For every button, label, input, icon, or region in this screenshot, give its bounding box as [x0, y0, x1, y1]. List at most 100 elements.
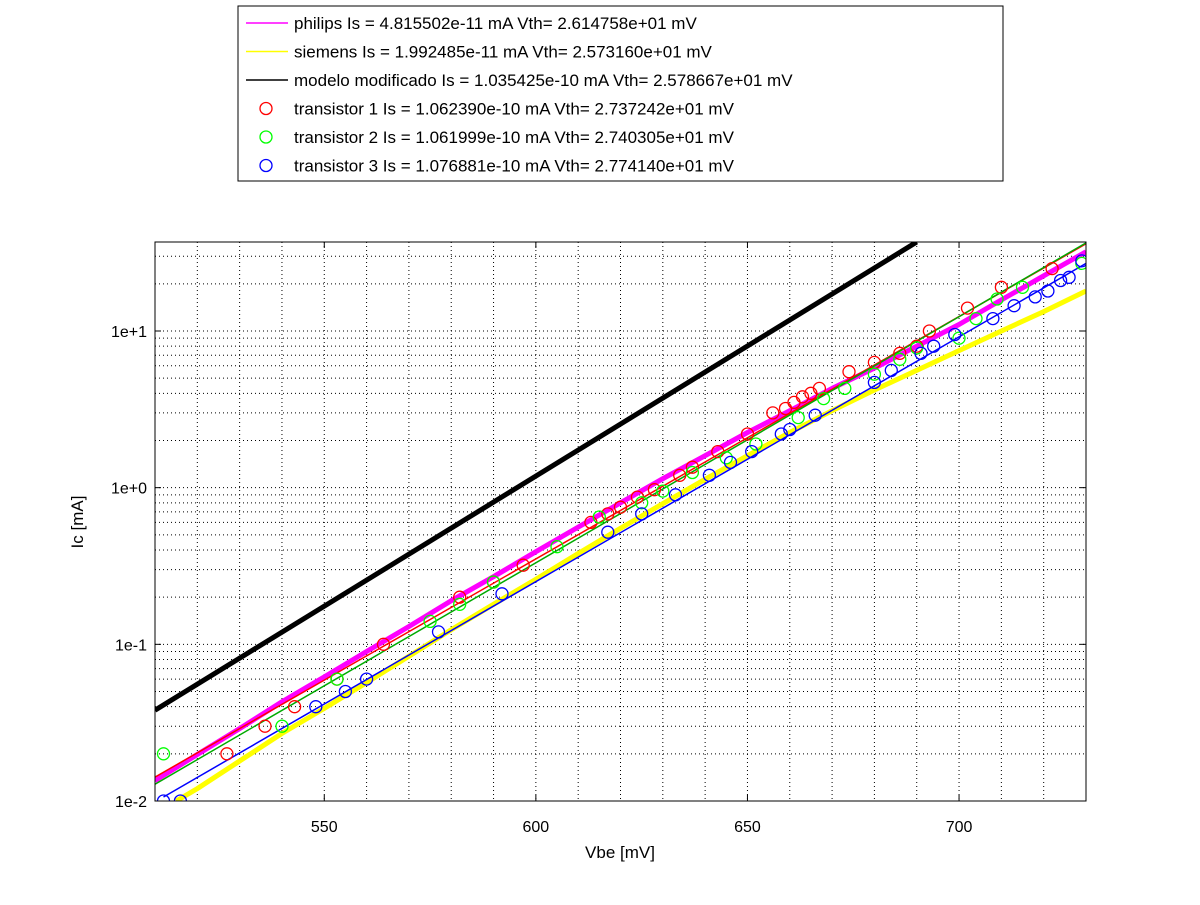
data-point-series-5 [1041, 284, 1055, 298]
series-line-2 [155, 242, 919, 713]
data-point-series-3 [1045, 261, 1059, 276]
legend-entry-label: transistor 1 Is = 1.062390e-10 mA Vth= 2… [294, 100, 735, 119]
series-line-0 [155, 249, 1086, 783]
data-point-series-3 [922, 324, 937, 338]
data-point-series-3 [453, 590, 467, 604]
data-point-series-3 [842, 365, 856, 379]
legend-box [237, 5, 1004, 182]
data-point-series-5 [1062, 270, 1076, 284]
data-point-series-4 [791, 410, 805, 425]
data-point-series-4 [330, 672, 344, 686]
data-point-series-4 [275, 719, 289, 733]
data-point-series-5 [783, 422, 797, 437]
data-point-series-4 [838, 381, 852, 396]
data-point-series-4 [749, 437, 763, 451]
plot-frame [154, 241, 1087, 802]
data-point-series-5 [884, 363, 898, 378]
legend-swatch-marker [259, 101, 273, 116]
data-point-series-4 [685, 465, 700, 480]
plot-area [155, 242, 1086, 801]
data-point-series-5 [1028, 290, 1042, 304]
data-point-series-5 [495, 587, 509, 601]
data-point-series-5 [431, 625, 446, 639]
data-point-series-3 [601, 507, 615, 521]
series-layer [155, 242, 1086, 801]
data-point-series-3 [673, 468, 687, 482]
data-point-series-3 [795, 390, 810, 404]
data-point-series-4 [719, 451, 733, 465]
x-tick-label: 600 [523, 819, 550, 836]
data-point-series-5 [745, 444, 759, 459]
legend-swatch-marker [259, 158, 273, 173]
data-point-series-5 [948, 327, 962, 342]
legend-swatch-marker [259, 130, 273, 144]
x-tick-label: 700 [946, 819, 973, 836]
y-tick-label: 1e+0 [111, 481, 147, 498]
x-axis-label: Vbe [mV] [585, 843, 655, 862]
series-line-1 [174, 288, 1086, 801]
data-point-series-4 [592, 510, 606, 524]
data-point-series-5 [808, 408, 822, 422]
data-point-series-3 [994, 280, 1009, 294]
legend: philips Is = 4.815502e-11 mA Vth= 2.6147… [237, 5, 1004, 182]
data-point-series-4 [952, 331, 966, 345]
data-point-series-5 [1007, 299, 1021, 313]
data-point-series-4 [156, 747, 171, 761]
data-point-series-4 [656, 484, 670, 498]
data-point-series-3 [516, 558, 530, 572]
data-point-series-4 [453, 597, 467, 611]
legend-entry-label: modelo modificado Is = 1.035425e-10 mA V… [294, 71, 793, 90]
y-tick-label: 1e-1 [115, 637, 147, 654]
data-point-series-4 [423, 614, 437, 629]
y-tick-label: 1e-2 [115, 794, 147, 811]
data-point-series-5 [601, 525, 615, 539]
data-point-series-3 [220, 747, 234, 761]
y-tick-label: 1e+1 [111, 324, 147, 341]
data-point-series-3 [376, 637, 391, 651]
data-point-series-3 [685, 460, 700, 474]
x-tick-label: 550 [311, 819, 338, 836]
data-point-series-4 [816, 391, 831, 406]
data-point-series-5 [156, 794, 171, 801]
legend-entry-label: transistor 2 Is = 1.061999e-10 mA Vth= 2… [294, 128, 735, 147]
legend-entry-label: philips Is = 4.815502e-11 mA Vth= 2.6147… [294, 14, 697, 33]
data-point-series-5 [986, 311, 1000, 326]
data-point-series-3 [766, 406, 780, 420]
data-point-series-4 [990, 292, 1004, 306]
legend-entry-label: transistor 3 Is = 1.076881e-10 mA Vth= 2… [294, 157, 735, 176]
data-point-series-5 [914, 346, 928, 360]
data-point-series-4 [867, 367, 882, 381]
data-point-series-3 [613, 500, 628, 514]
data-point-series-5 [774, 427, 788, 441]
data-point-series-5 [309, 700, 323, 714]
data-point-series-5 [723, 455, 738, 470]
x-tick-label: 650 [734, 819, 761, 836]
data-point-series-5 [927, 339, 941, 353]
data-point-series-5 [702, 468, 717, 482]
data-point-series-5 [1075, 254, 1086, 268]
data-point-series-5 [867, 375, 882, 390]
data-point-series-5 [1053, 273, 1068, 288]
data-point-series-3 [893, 346, 907, 360]
data-point-series-4 [550, 540, 564, 554]
data-point-series-5 [338, 684, 353, 699]
data-point-series-4 [969, 311, 983, 326]
data-point-series-5 [359, 672, 374, 686]
data-point-series-5 [635, 507, 649, 521]
data-point-series-3 [711, 444, 725, 459]
data-point-series-4 [893, 352, 907, 366]
data-point-series-3 [960, 301, 975, 315]
data-point-series-3 [287, 700, 302, 714]
ticks: 550 600 650 700 1e-2 1e-1 1e+0 1e+1 [111, 242, 1086, 836]
data-point-series-5 [173, 794, 188, 801]
legend-entry-label: siemens Is = 1.992485e-11 mA Vth= 2.5731… [294, 43, 713, 62]
y-axis-label: Ic [mA] [68, 496, 87, 549]
data-point-series-3 [258, 719, 272, 733]
data-point-series-4 [1015, 280, 1030, 294]
data-point-series-4 [486, 575, 501, 589]
data-point-series-3 [647, 483, 662, 497]
data-point-series-5 [668, 488, 683, 502]
data-point-series-3 [740, 427, 755, 441]
